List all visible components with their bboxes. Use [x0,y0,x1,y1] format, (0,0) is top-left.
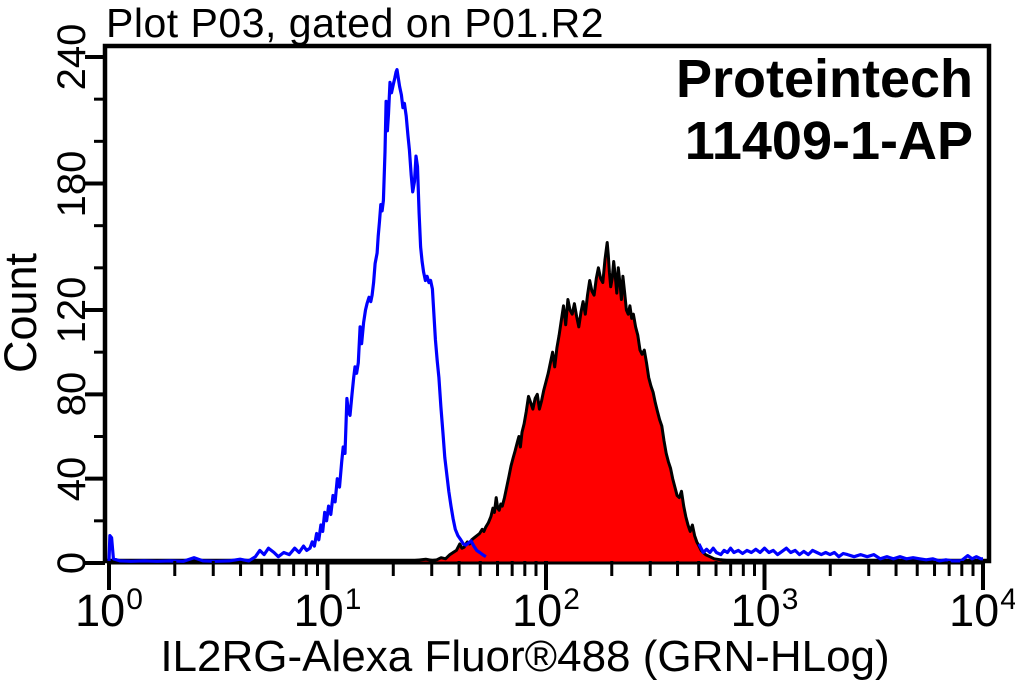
annotation-brand: Proteintech [675,49,973,109]
x-tick-label: 101 [293,583,362,636]
y-tick-label: 180 [50,150,94,217]
x-tick-label: 100 [75,583,143,636]
y-tick-label: 120 [50,276,94,344]
y-tick-label: 240 [50,23,94,91]
y-tick-label: 40 [50,456,94,501]
x-tick-label: 104 [949,583,1015,636]
annotation-block: Proteintech 11409-1-AP [676,48,973,172]
x-tick-label: 102 [512,583,580,636]
y-tick-label: 0 [50,551,94,575]
blue-control-histogram [697,543,983,563]
x-axis-title: IL2RG-Alexa Fluor®488 (GRN-HLog) [160,632,890,681]
x-tick-label: 103 [730,583,799,636]
y-tick-label: 80 [50,372,94,417]
blue-control-histogram [107,68,487,563]
plot-title: Plot P03, gated on P01.R2 [106,0,605,46]
red-stained-histogram [107,241,985,565]
annotation-catalog-number: 11409-1-AP [684,111,973,171]
